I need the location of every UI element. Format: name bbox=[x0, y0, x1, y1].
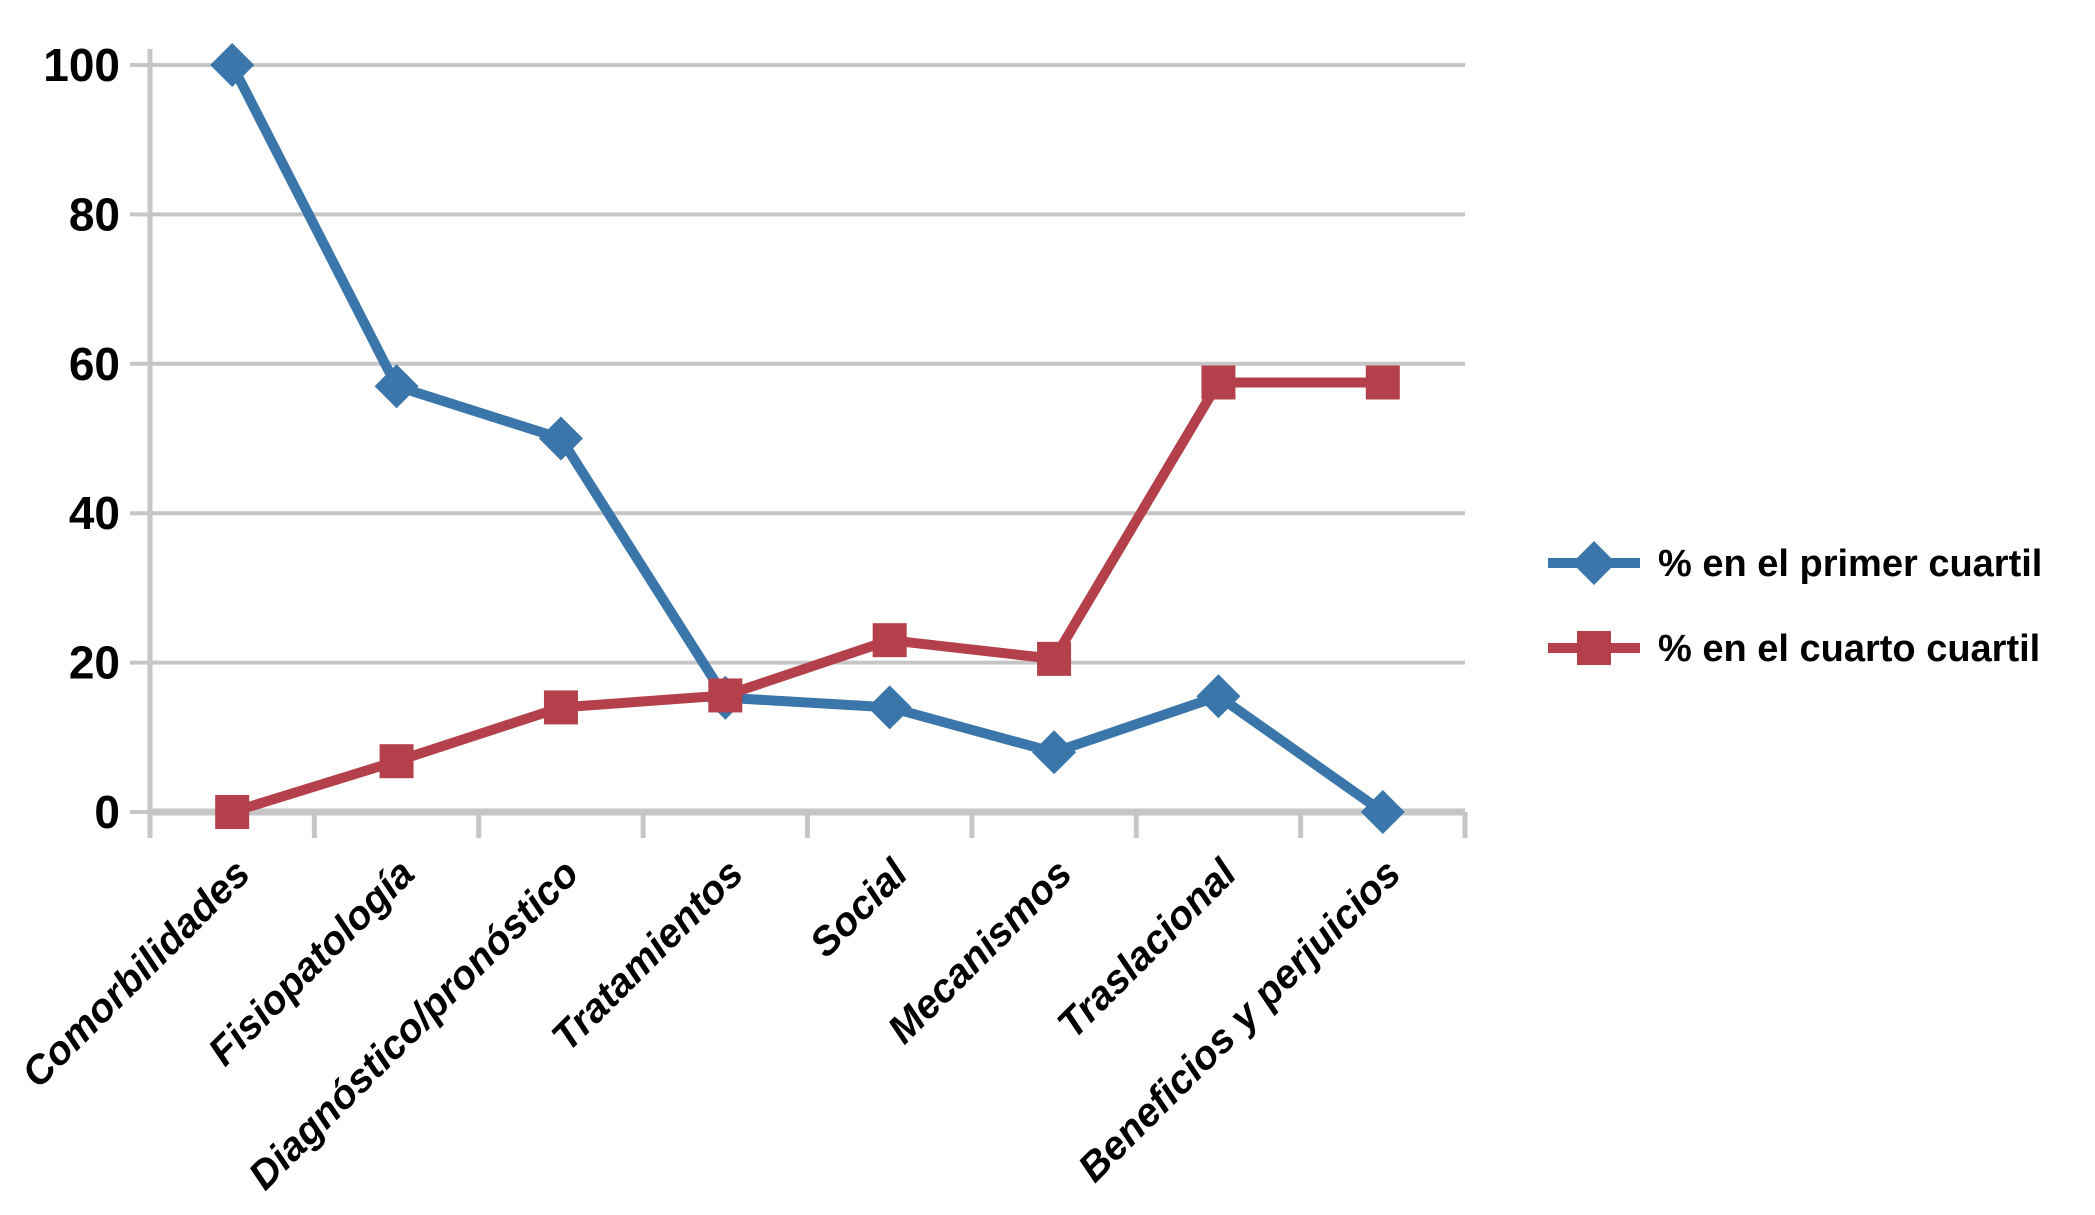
legend-label: % en el primer cuartil bbox=[1658, 543, 2042, 585]
diamond-marker-point bbox=[538, 416, 583, 461]
square-marker-point bbox=[1365, 365, 1400, 400]
data-series-group bbox=[210, 43, 1405, 834]
square-marker-point bbox=[379, 744, 414, 779]
square-marker-point bbox=[708, 678, 743, 713]
diamond-marker-point bbox=[210, 43, 255, 87]
diamond-marker-point bbox=[1360, 790, 1405, 834]
legend-label: % en el cuarto cuartil bbox=[1658, 628, 2040, 670]
axes-group bbox=[130, 49, 1468, 838]
y-axis-tick-label: 80 bbox=[69, 188, 120, 240]
square-marker-point bbox=[215, 795, 250, 829]
legend-item: % en el primer cuartil bbox=[1548, 541, 2042, 585]
legend-item: % en el cuarto cuartil bbox=[1548, 628, 2040, 670]
diamond-marker-point bbox=[867, 685, 912, 730]
square-marker-point bbox=[1037, 641, 1072, 676]
diamond-marker-point bbox=[374, 364, 419, 409]
x-axis-category-label: Social bbox=[802, 851, 917, 966]
y-axis-tick-label: 60 bbox=[69, 338, 120, 390]
y-axis-tick-label: 0 bbox=[94, 786, 120, 838]
series-line-1 bbox=[230, 377, 1383, 817]
x-axis-category-label: Diagnóstico/pronóstico bbox=[240, 851, 587, 1198]
y-axis-tick-label: 100 bbox=[43, 39, 120, 91]
y-axis-tick-label: 40 bbox=[69, 487, 120, 539]
y-axis-tick-label: 20 bbox=[69, 637, 120, 689]
x-axis-category-label: Beneficios y perjuicios bbox=[1070, 851, 1409, 1190]
legend-group: % en el primer cuartil % en el cuarto cua… bbox=[1548, 541, 2042, 670]
diamond-marker-point bbox=[1196, 674, 1241, 719]
square-marker-point bbox=[872, 623, 907, 658]
square-marker-point bbox=[543, 690, 578, 725]
square-marker-legend-icon bbox=[1577, 631, 1611, 665]
diamond-marker-point bbox=[1032, 730, 1077, 775]
square-marker-point bbox=[1201, 365, 1236, 400]
series-line-0 bbox=[227, 62, 1386, 817]
diamond-marker-legend-icon bbox=[1572, 541, 1616, 585]
